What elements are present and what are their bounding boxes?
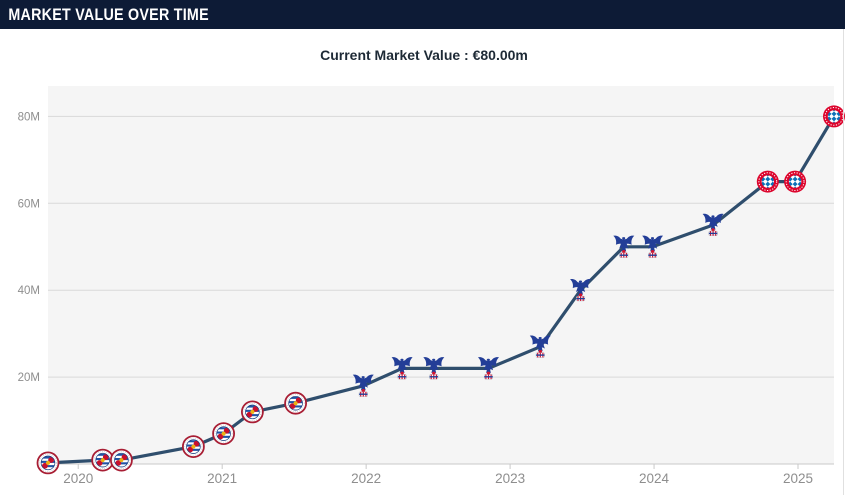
y-tick-label: 20M bbox=[18, 372, 40, 384]
data-point-bayern-crest-icon[interactable] bbox=[784, 171, 806, 193]
bayern-crest-icon bbox=[823, 105, 845, 127]
y-tick-label: 40M bbox=[18, 285, 40, 297]
chart-region: 20M 40M 60M 80M 2020 2021 2022 2023 2024 2025 bbox=[0, 85, 848, 495]
reading-crest-icon bbox=[38, 452, 59, 473]
reading-crest-icon bbox=[213, 423, 234, 444]
data-point-reading-crest-icon[interactable] bbox=[213, 423, 234, 444]
data-point-bayern-crest-icon[interactable] bbox=[823, 105, 845, 127]
x-tick-label: 2025 bbox=[783, 471, 813, 486]
data-point-reading-crest-icon[interactable] bbox=[242, 401, 263, 422]
x-tick-label: 2022 bbox=[351, 471, 381, 486]
x-tick-label: 2021 bbox=[207, 471, 237, 486]
data-point-bayern-crest-icon[interactable] bbox=[757, 171, 779, 193]
data-point-reading-crest-icon[interactable] bbox=[38, 452, 59, 473]
page-title: MARKET VALUE OVER TIME bbox=[8, 5, 209, 24]
bayern-crest-icon bbox=[784, 171, 806, 193]
current-market-value-text: Current Market Value : €80.00m bbox=[320, 47, 528, 63]
data-point-reading-crest-icon[interactable] bbox=[183, 436, 204, 457]
x-tick-label: 2023 bbox=[495, 471, 525, 486]
reading-crest-icon bbox=[183, 436, 204, 457]
bayern-crest-icon bbox=[757, 171, 779, 193]
reading-crest-icon bbox=[285, 393, 306, 414]
x-tick-label: 2024 bbox=[639, 471, 670, 486]
data-point-reading-crest-icon[interactable] bbox=[111, 450, 132, 471]
plot-area bbox=[48, 86, 834, 464]
market-value-chart[interactable]: 20M 40M 60M 80M 2020 2021 2022 2023 2024 2025 bbox=[0, 85, 848, 495]
y-tick-label: 80M bbox=[18, 111, 40, 123]
header-bar: MARKET VALUE OVER TIME bbox=[0, 0, 845, 29]
right-edge-divider bbox=[843, 29, 844, 495]
data-point-reading-crest-icon[interactable] bbox=[285, 393, 306, 414]
reading-crest-icon bbox=[242, 401, 263, 422]
x-tick-label: 2020 bbox=[63, 471, 93, 486]
y-tick-label: 60M bbox=[18, 198, 40, 210]
reading-crest-icon bbox=[111, 450, 132, 471]
